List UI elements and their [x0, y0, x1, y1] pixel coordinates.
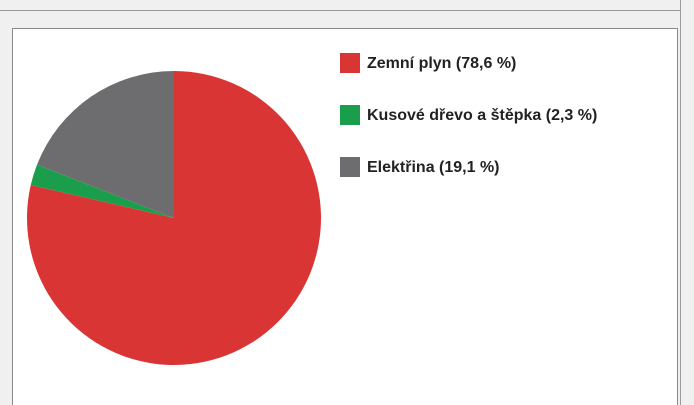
pie-slice: [36, 70, 174, 218]
legend: Zemní plyn (78,6 %) Kusové dřevo a štěpka…: [340, 53, 597, 177]
pie: [27, 70, 322, 365]
legend-swatch: [340, 53, 360, 73]
legend-label: Elektřina (19,1 %): [367, 159, 500, 176]
pie-slice: [27, 71, 322, 365]
pie-slice: [30, 164, 174, 218]
legend-label: Kusové dřevo a štěpka (2,3 %): [367, 107, 597, 124]
legend-swatch: [340, 105, 360, 125]
legend-label: Zemní plyn (78,6 %): [367, 55, 516, 72]
legend-swatch: [340, 157, 360, 177]
